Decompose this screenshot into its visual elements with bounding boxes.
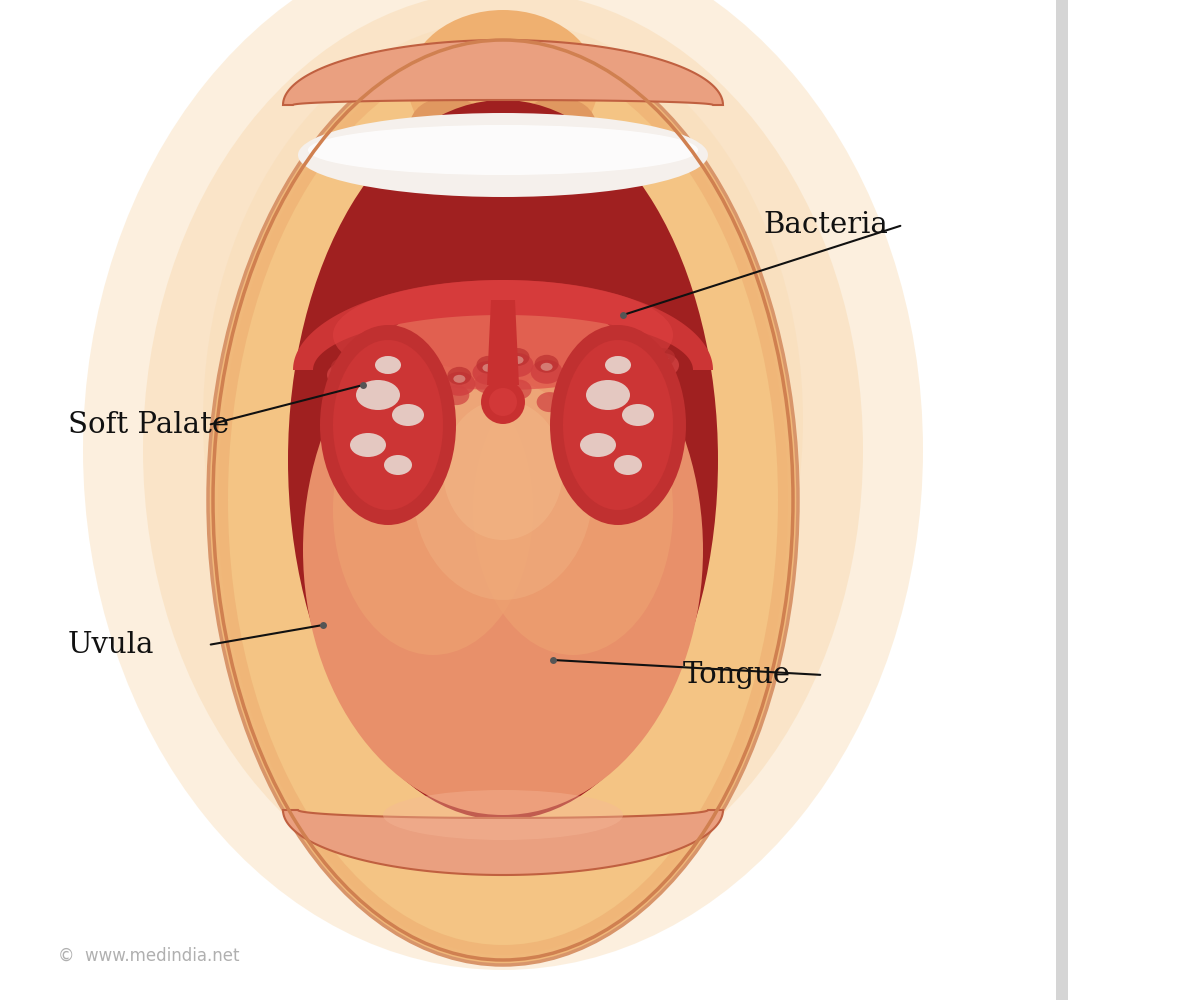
Ellipse shape [448,367,472,385]
Ellipse shape [302,285,703,815]
Ellipse shape [658,356,670,364]
Ellipse shape [366,356,378,364]
Ellipse shape [389,353,413,371]
Polygon shape [293,280,713,370]
Ellipse shape [481,380,526,424]
Ellipse shape [563,340,673,510]
Ellipse shape [334,280,673,390]
Ellipse shape [374,356,401,374]
Ellipse shape [564,366,588,384]
Ellipse shape [505,380,532,400]
Ellipse shape [535,355,559,373]
Ellipse shape [473,361,504,385]
Ellipse shape [385,358,418,382]
Ellipse shape [630,377,656,397]
Ellipse shape [203,20,803,820]
Ellipse shape [350,373,376,393]
Ellipse shape [580,433,616,457]
Ellipse shape [320,325,456,525]
Ellipse shape [622,404,654,426]
Ellipse shape [383,790,623,840]
Ellipse shape [326,363,359,387]
Ellipse shape [454,375,466,383]
Ellipse shape [474,373,500,393]
Polygon shape [283,40,722,105]
Ellipse shape [356,353,388,377]
Ellipse shape [382,382,407,402]
Ellipse shape [550,325,686,525]
Ellipse shape [473,365,673,655]
Ellipse shape [443,400,563,540]
Ellipse shape [490,388,517,416]
Ellipse shape [208,35,798,965]
Ellipse shape [502,353,534,377]
Ellipse shape [593,366,617,384]
Ellipse shape [419,365,443,383]
Bar [1056,0,1068,1000]
Ellipse shape [605,356,631,374]
Ellipse shape [589,371,620,395]
Ellipse shape [395,361,407,369]
Ellipse shape [520,97,596,153]
Ellipse shape [599,374,611,382]
Ellipse shape [425,373,437,381]
Ellipse shape [384,455,412,475]
Polygon shape [283,810,722,875]
Ellipse shape [408,10,598,160]
Ellipse shape [476,356,500,374]
Text: Bacteria: Bacteria [763,211,888,239]
Ellipse shape [337,366,349,374]
Ellipse shape [228,55,778,945]
Ellipse shape [414,370,446,394]
Ellipse shape [505,348,529,366]
Ellipse shape [650,348,674,366]
Ellipse shape [360,348,384,366]
Ellipse shape [647,353,679,377]
Polygon shape [487,300,520,385]
Ellipse shape [586,380,630,410]
Ellipse shape [443,385,469,405]
Ellipse shape [308,125,698,175]
Ellipse shape [288,100,718,820]
Ellipse shape [143,0,863,910]
Ellipse shape [622,354,646,372]
Ellipse shape [530,360,563,384]
Ellipse shape [331,358,355,376]
Ellipse shape [568,388,594,408]
Text: ©  www.medindia.net: © www.medindia.net [58,947,240,965]
Text: Soft Palate: Soft Palate [68,411,229,439]
Ellipse shape [618,359,650,383]
Text: Uvula: Uvula [68,631,155,659]
Ellipse shape [443,372,475,396]
Ellipse shape [482,364,494,372]
Ellipse shape [83,0,923,970]
Ellipse shape [536,392,563,412]
Ellipse shape [413,393,438,413]
Ellipse shape [599,375,625,395]
Text: Tongue: Tongue [683,661,791,689]
Ellipse shape [218,45,788,955]
Ellipse shape [298,113,708,197]
Ellipse shape [332,365,533,655]
Ellipse shape [511,356,523,364]
Ellipse shape [334,340,443,510]
Ellipse shape [628,362,640,370]
Ellipse shape [392,404,424,426]
Text: Strep Throat: Strep Throat [1112,361,1150,639]
Ellipse shape [614,455,642,475]
Ellipse shape [356,380,400,410]
Ellipse shape [410,97,486,153]
Ellipse shape [413,380,593,600]
Ellipse shape [559,371,592,395]
Ellipse shape [541,363,553,371]
Ellipse shape [570,374,582,382]
Ellipse shape [350,433,386,457]
